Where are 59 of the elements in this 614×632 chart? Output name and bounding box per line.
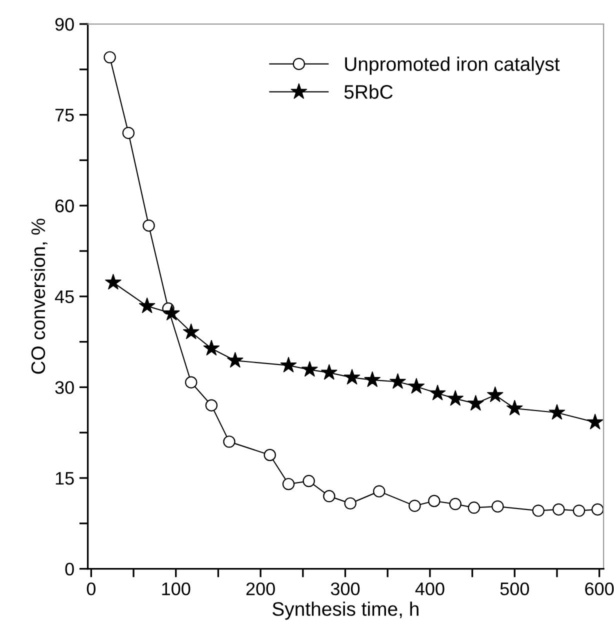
y-tick-label: 75 (55, 108, 74, 122)
point (185, 376, 198, 388)
y-tick-label: 45 (54, 290, 74, 304)
x-tick-label: 500 (500, 582, 529, 596)
point (408, 378, 425, 394)
point (408, 500, 421, 512)
point (104, 51, 116, 64)
point (122, 126, 135, 140)
point (592, 503, 604, 516)
point (142, 219, 155, 232)
point (203, 340, 220, 356)
point (449, 498, 462, 510)
point (163, 304, 180, 320)
point (586, 414, 604, 430)
y-tick-label: 60 (55, 200, 74, 212)
x-tick-label: 600 (585, 582, 614, 596)
point (447, 390, 464, 406)
point (486, 386, 504, 402)
point (552, 503, 565, 516)
point (364, 371, 381, 388)
y-tick-label: 15 (56, 472, 74, 485)
point (428, 494, 440, 508)
point (223, 436, 236, 448)
point (506, 400, 523, 416)
point (301, 360, 318, 377)
y-tick-label: 0 (65, 562, 74, 576)
point (344, 497, 356, 510)
point (205, 399, 218, 412)
y-axis-title: CO conversion, % (30, 218, 48, 374)
x-tick-label: 0 (86, 582, 96, 596)
point (344, 368, 360, 385)
y-tick-label: 30 (55, 381, 74, 394)
point (104, 274, 122, 290)
point (468, 502, 480, 514)
point (389, 373, 406, 389)
point (373, 485, 386, 498)
point (429, 384, 446, 400)
point (302, 474, 315, 488)
x-tick-label: 400 (415, 582, 444, 596)
point (280, 356, 297, 373)
point (492, 500, 504, 513)
point (532, 504, 544, 517)
point (226, 352, 244, 368)
point (264, 448, 276, 462)
y-tick-label: 90 (55, 18, 74, 31)
point (182, 323, 200, 340)
point (572, 504, 586, 517)
point (548, 404, 566, 420)
x-axis-title: Synthesis time, h (272, 602, 418, 620)
point (467, 394, 484, 411)
x-tick-label: 200 (246, 582, 275, 596)
point (320, 364, 338, 380)
point (282, 478, 295, 490)
legend-label: Unpromoted iron catalyst (345, 56, 560, 75)
point (323, 490, 336, 502)
x-tick-label: 100 (162, 582, 190, 596)
point (138, 297, 156, 314)
legend-label: 5RbC (344, 84, 393, 99)
x-tick-label: 300 (330, 582, 360, 596)
